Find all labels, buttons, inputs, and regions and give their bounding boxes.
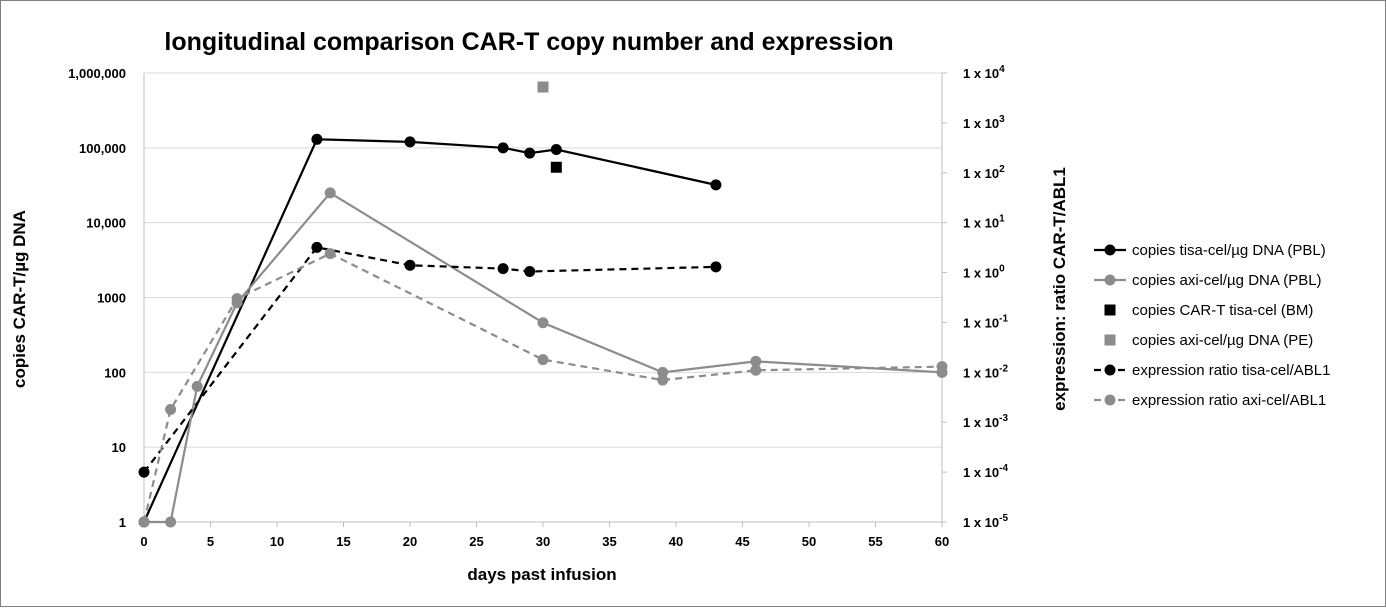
y-right-tick-label: 1 x 104 [963, 64, 1005, 81]
data-point [497, 263, 509, 275]
data-point [138, 516, 150, 528]
y-left-tick-label: 1,000,000 [68, 66, 126, 81]
x-tick-label: 55 [868, 534, 882, 549]
x-tick-label: 40 [669, 534, 683, 549]
y-right-tick-label: 1 x 10-3 [963, 413, 1008, 430]
y-left-tick-label: 100 [104, 365, 126, 380]
x-tick-label: 30 [536, 534, 550, 549]
legend-marker [1104, 334, 1116, 346]
legend-marker [1104, 244, 1116, 256]
chart-title: longitudinal comparison CAR-T copy numbe… [164, 28, 893, 56]
data-point [537, 317, 549, 329]
y-right-tick-label: 1 x 10-1 [963, 313, 1008, 330]
data-point [165, 516, 177, 528]
legend-item: copies axi-cel/µg DNA (PBL) [1094, 272, 1322, 289]
series-line [142, 252, 943, 523]
y-right-tick-label: 1 x 100 [963, 264, 1005, 281]
legend-label: copies CAR-T tisa-cel (BM) [1132, 302, 1313, 319]
legend-marker [1104, 364, 1116, 376]
series-4 [537, 81, 549, 93]
series-1 [138, 133, 722, 528]
tick-labels: 1 10 100 1000 10,000 100,000 1,000,000 0 5 10 15 20… [68, 64, 1008, 549]
legend-item: copies tisa-cel/µg DNA (PBL) [1094, 242, 1326, 259]
series-3 [550, 161, 562, 173]
y-left-tick-label: 10,000 [86, 216, 126, 231]
data-point [537, 354, 549, 366]
y-right-tick-label: 1 x 101 [963, 214, 1005, 231]
legend-label: copies tisa-cel/µg DNA (PBL) [1132, 242, 1326, 259]
y-left-tick-label: 1 [119, 515, 126, 530]
data-point [138, 466, 150, 478]
x-tick-label: 60 [935, 534, 949, 549]
x-tick-label: 35 [602, 534, 616, 549]
data-point [311, 133, 323, 145]
data-point [657, 374, 669, 386]
x-tick-label: 10 [270, 534, 284, 549]
data-point [750, 364, 762, 376]
legend-label: expression ratio tisa-cel/ABL1 [1132, 362, 1330, 379]
x-tick-label: 20 [403, 534, 417, 549]
data-point [191, 380, 203, 392]
data-point [324, 248, 336, 260]
axes [143, 72, 947, 527]
data-point [324, 187, 336, 199]
x-tick-label: 25 [469, 534, 483, 549]
y-left-tick-label: 1000 [97, 291, 126, 306]
data-point [404, 259, 416, 271]
data-point [524, 147, 536, 159]
x-tick-label: 45 [735, 534, 749, 549]
x-tick-label: 0 [140, 534, 147, 549]
y-right-tick-label: 1 x 10-5 [963, 513, 1008, 530]
legend-item: copies CAR-T tisa-cel (BM) [1104, 302, 1313, 319]
series-line [143, 246, 716, 473]
legend-item: copies axi-cel/µg DNA (PE) [1104, 332, 1313, 349]
data-point [550, 144, 562, 156]
data-point [165, 403, 177, 415]
legend-label: expression ratio axi-cel/ABL1 [1132, 392, 1326, 409]
data-point [710, 261, 722, 273]
data-point [524, 265, 536, 277]
data-point [750, 355, 762, 367]
x-tick-label: 5 [207, 534, 214, 549]
y-left-tick-label: 100,000 [79, 141, 126, 156]
legend-marker [1104, 304, 1116, 316]
y-right-tick-label: 1 x 10-4 [963, 463, 1008, 480]
legend-label: copies axi-cel/µg DNA (PE) [1132, 332, 1313, 349]
legend-item: expression ratio axi-cel/ABL1 [1094, 392, 1326, 409]
data-point [550, 161, 562, 173]
plot-area [138, 81, 948, 528]
data-point [710, 179, 722, 191]
data-point [311, 241, 323, 253]
x-axis-title: days past infusion [467, 565, 616, 584]
data-point [497, 142, 509, 154]
y-right-tick-label: 1 x 10-2 [963, 363, 1008, 380]
x-tick-label: 50 [802, 534, 816, 549]
data-point [404, 136, 416, 148]
legend-marker [1104, 394, 1116, 406]
data-point [231, 293, 243, 305]
series-5 [138, 241, 722, 478]
legend-label: copies axi-cel/µg DNA (PBL) [1132, 272, 1322, 289]
data-point [936, 361, 948, 373]
y-left-axis-title: copies CAR-T/µg DNA [10, 210, 29, 388]
data-point [657, 366, 669, 378]
grid [144, 72, 942, 523]
y-right-tick-label: 1 x 103 [963, 114, 1005, 131]
y-right-tick-label: 1 x 102 [963, 164, 1005, 181]
series-line [142, 138, 717, 523]
legend: copies tisa-cel/µg DNA (PBL) copies axi-c… [1094, 242, 1330, 409]
legend-item: expression ratio tisa-cel/ABL1 [1094, 362, 1330, 379]
series-6 [138, 248, 948, 528]
data-point [537, 81, 549, 93]
x-tick-label: 15 [336, 534, 350, 549]
legend-marker [1104, 274, 1116, 286]
y-left-tick-label: 10 [112, 440, 126, 455]
y-right-axis-title: expression: ratio CAR-T/ABL1 [1050, 167, 1069, 411]
